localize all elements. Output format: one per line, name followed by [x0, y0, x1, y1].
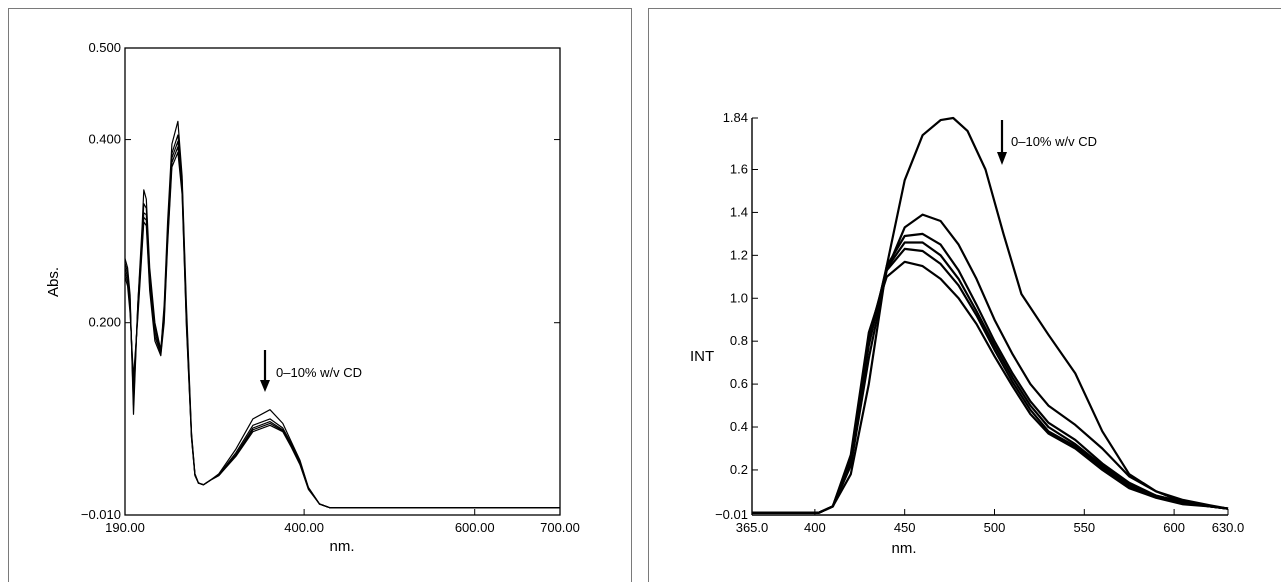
- absorbance-ticks: 190.00 400.00 600.00 700.00 −0.010 0.200 0.400…: [81, 40, 580, 535]
- intensity-x-tick-label: 450: [894, 520, 916, 535]
- absorbance-y-tick-label: −0.010: [81, 507, 121, 522]
- intensity-y-tick-label: 1.6: [730, 162, 748, 177]
- intensity-x-tick-label: 550: [1073, 520, 1095, 535]
- intensity-x-tick-label: 500: [984, 520, 1006, 535]
- intensity-y-tick-label: 1.2: [730, 247, 748, 262]
- intensity-series-line: [752, 213, 1229, 515]
- absorbance-y-tick-label: 0.200: [88, 315, 121, 330]
- intensity-y-tick-label: 0.8: [730, 333, 748, 348]
- intensity-series-line: [752, 247, 1229, 515]
- intensity-series-line: [752, 241, 1229, 515]
- intensity-y-tick-label: 0.2: [730, 462, 748, 477]
- intensity-series-group: [752, 116, 1229, 515]
- absorbance-x-tick-label: 700.00: [540, 520, 580, 535]
- intensity-y-tick-label: −0.01: [715, 507, 748, 522]
- intensity-y-tick-label: 1.84: [723, 110, 748, 125]
- intensity-y-tick-label: 1.0: [730, 290, 748, 305]
- intensity-axes: [751, 118, 1228, 516]
- intensity-series-line: [752, 260, 1229, 515]
- intensity-x-tick-label: 630.0: [1212, 520, 1245, 535]
- intensity-x-tick-label: 365.0: [736, 520, 769, 535]
- intensity-x-tick-label: 400: [804, 520, 826, 535]
- intensity-series-line: [752, 116, 1229, 515]
- absorbance-annotation-arrow: [260, 350, 270, 392]
- intensity-series-line: [752, 232, 1229, 515]
- intensity-annotation-text: 0–10% w/v CD: [1011, 134, 1097, 149]
- intensity-y-tick-label: 0.6: [730, 376, 748, 391]
- absorbance-x-tick-label: 600.00: [455, 520, 495, 535]
- absorbance-y-tick-label: 0.500: [88, 40, 121, 55]
- intensity-x-tick-label: 600: [1163, 520, 1185, 535]
- intensity-ticks: 365.0 400 450 500 550 600 630.0 −0.01 0.2 0.4 0.6 0…: [715, 110, 1244, 535]
- intensity-y-tick-label: 1.4: [730, 204, 748, 219]
- arrow-head: [260, 380, 270, 392]
- intensity-annotation-arrow: [997, 120, 1007, 165]
- absorbance-series-group: [124, 120, 560, 509]
- intensity-x-axis-label: nm.: [891, 540, 916, 557]
- absorbance-y-axis-label: Abs.: [45, 267, 62, 297]
- absorbance-x-tick-label: 190.00: [105, 520, 145, 535]
- arrow-head: [997, 152, 1007, 165]
- absorbance-plot-frame: [124, 47, 561, 516]
- absorbance-y-tick-label: 0.400: [88, 132, 121, 147]
- absorbance-series-line: [124, 151, 560, 509]
- absorbance-x-tick-label: 400.00: [284, 520, 324, 535]
- left-chart-panel: [8, 8, 632, 582]
- intensity-y-axis-label: INT: [690, 348, 714, 365]
- absorbance-annotation-text: 0–10% w/v CD: [276, 365, 362, 380]
- absorbance-x-axis-label: nm.: [329, 538, 354, 555]
- intensity-y-tick-label: 0.4: [730, 419, 748, 434]
